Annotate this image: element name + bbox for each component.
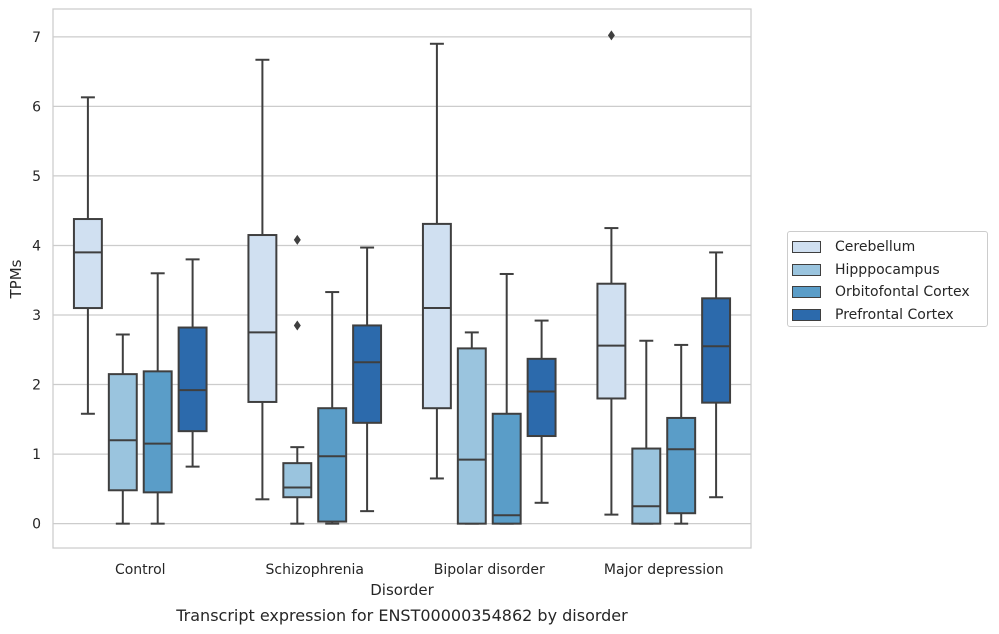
outlier-point [607, 30, 615, 41]
box-iqr [317, 407, 348, 523]
legend: Cerebellum Hipppocampus Orbitofontal Cor… [787, 231, 988, 327]
box-1-1 [282, 234, 313, 525]
box-3-2 [666, 343, 697, 525]
box-2-2 [491, 272, 522, 525]
x-axis-title: Disorder [370, 581, 434, 599]
box-1-0 [247, 58, 278, 501]
legend-label-cerebellum: Cerebellum [835, 239, 916, 256]
box-iqr [631, 447, 662, 525]
y-axis-title: TPMs [7, 259, 25, 299]
box-iqr [107, 373, 138, 492]
box-iqr [247, 234, 278, 403]
box-groups [72, 30, 732, 525]
box-0-1 [107, 333, 138, 525]
legend-swatch-cerebellum [792, 241, 821, 254]
y-tick-label: 2 [32, 378, 41, 394]
box-0-2 [142, 272, 173, 525]
box-3-3 [701, 251, 732, 499]
outlier-point [293, 320, 301, 331]
box-iqr [701, 297, 732, 404]
x-tick-label: Control [115, 562, 166, 578]
box-3-0 [596, 30, 627, 516]
box-1-2 [317, 291, 348, 525]
box-iqr [491, 412, 522, 525]
y-tick-label: 3 [32, 308, 41, 324]
box-iqr [456, 347, 487, 525]
legend-item-hippocampus: Hipppocampus [792, 259, 987, 282]
box-2-1 [456, 331, 487, 525]
box-iqr [421, 222, 452, 410]
chart-caption: Transcript expression for ENST0000035486… [176, 606, 628, 625]
y-axis-ticks: 0 1 2 3 4 5 6 7 [32, 30, 41, 533]
box-iqr [177, 326, 208, 433]
box-iqr [142, 370, 173, 494]
box-0-3 [177, 258, 208, 468]
y-tick-label: 6 [32, 99, 41, 115]
legend-item-orbitofrontal: Orbitofontal Cortex [792, 281, 987, 304]
legend-swatch-hippocampus [792, 263, 821, 276]
x-tick-label: Bipolar disorder [434, 562, 545, 578]
box-0-0 [72, 96, 103, 415]
x-axis-ticks: Control Schizophrenia Bipolar disorder Majo… [115, 562, 724, 578]
x-tick-label: Schizophrenia [266, 562, 364, 578]
box-3-1 [631, 339, 662, 525]
box-iqr [352, 324, 383, 424]
y-tick-label: 5 [32, 169, 41, 185]
x-tick-label: Major depression [604, 562, 724, 578]
y-tick-label: 4 [32, 238, 41, 254]
box-1-3 [352, 246, 383, 513]
legend-label-orbitofrontal: Orbitofontal Cortex [835, 284, 970, 301]
y-tick-label: 7 [32, 30, 41, 46]
legend-item-cerebellum: Cerebellum [792, 236, 987, 259]
y-tick-label: 0 [32, 517, 41, 533]
box-iqr [526, 357, 557, 438]
legend-swatch-prefrontal [792, 308, 821, 321]
box-2-0 [421, 42, 452, 480]
outlier-point [293, 234, 301, 245]
box-iqr [282, 462, 313, 499]
legend-label-hippocampus: Hipppocampus [835, 261, 940, 278]
legend-item-prefrontal: Prefrontal Cortex [792, 304, 987, 327]
y-tick-label: 1 [32, 447, 41, 463]
box-iqr [72, 218, 103, 310]
box-iqr [596, 282, 627, 400]
legend-label-prefrontal: Prefrontal Cortex [835, 306, 954, 323]
legend-swatch-orbitofrontal [792, 286, 821, 299]
box-iqr [666, 416, 697, 515]
box-2-3 [526, 319, 557, 504]
